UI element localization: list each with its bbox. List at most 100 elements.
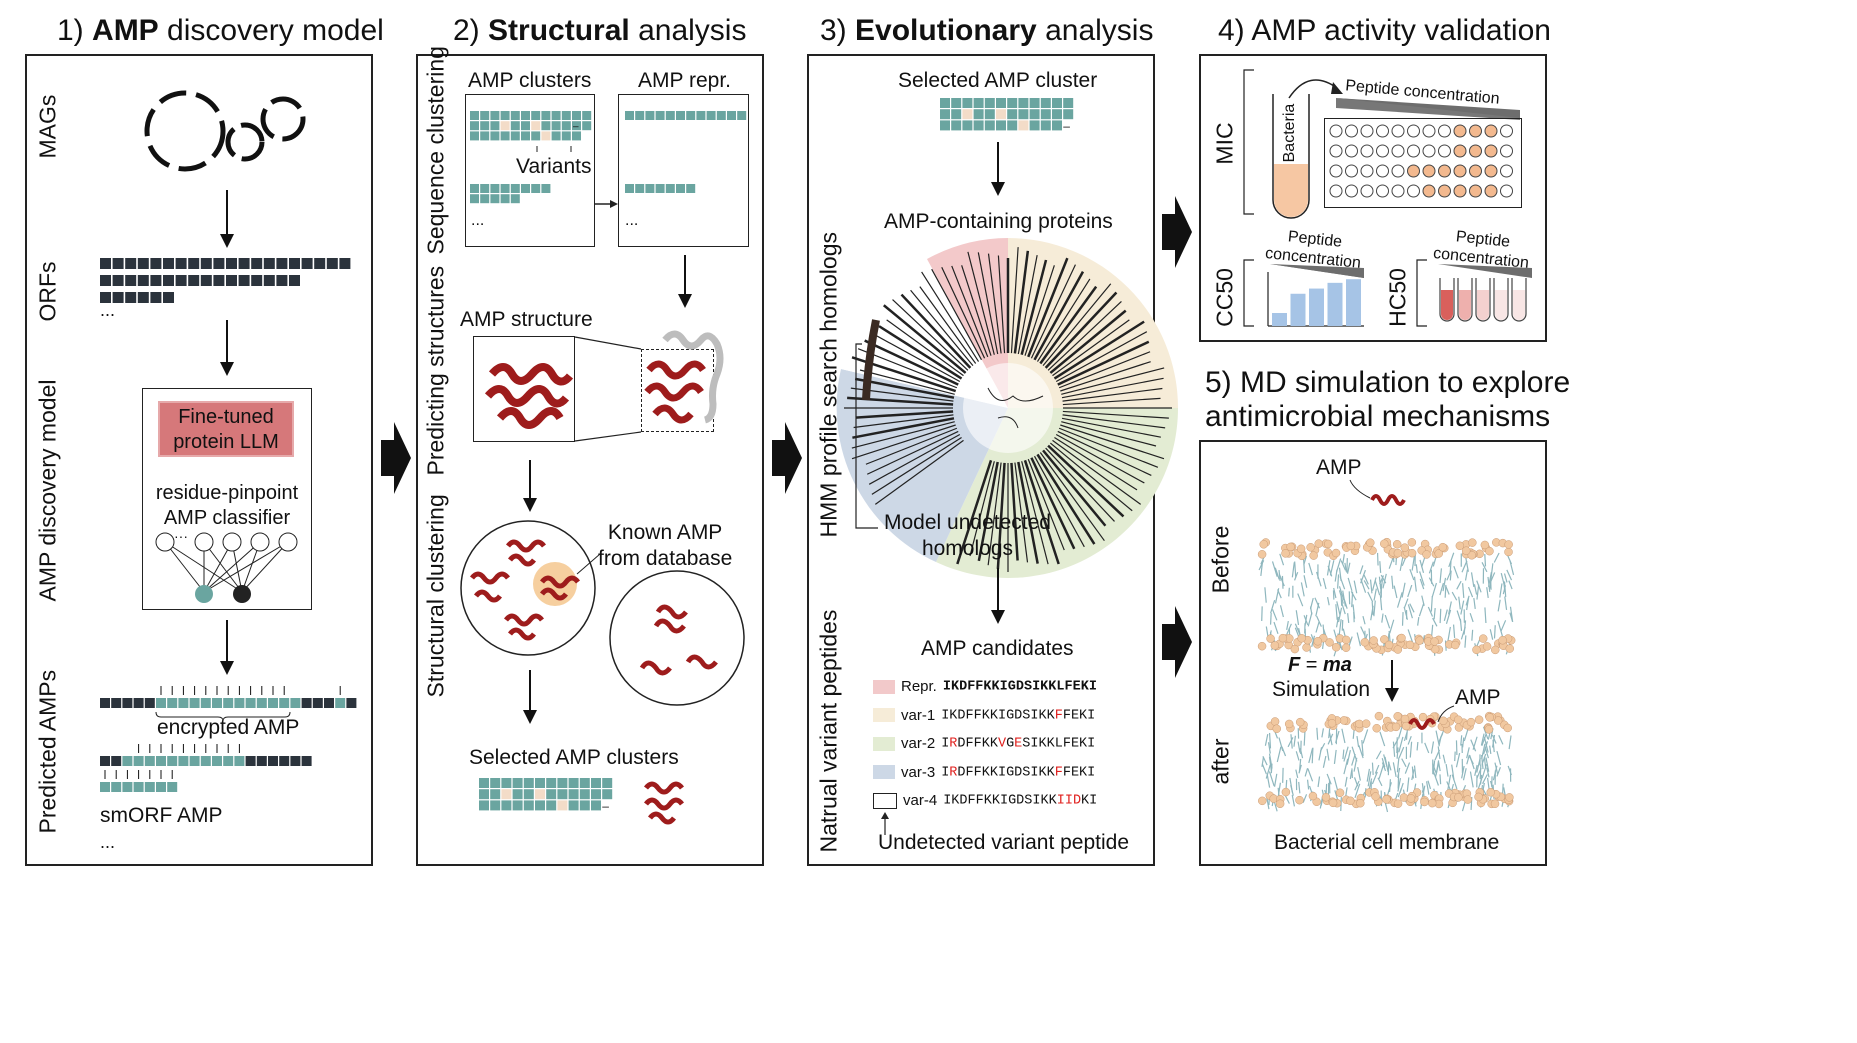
- orf-block: [213, 275, 225, 286]
- lipid-head: [1278, 633, 1288, 643]
- lipid-head: [1455, 541, 1465, 551]
- cluster-block: [665, 184, 675, 193]
- tree-leaf: [931, 268, 983, 361]
- lipid-tail: [1338, 590, 1344, 604]
- lipid-tail: [1354, 783, 1361, 798]
- lipid-tail: [1500, 620, 1507, 632]
- lipid-tail: [1268, 732, 1272, 749]
- plate-well: [1500, 144, 1513, 158]
- cluster-block: [1018, 120, 1029, 131]
- smorf-block: [122, 782, 133, 792]
- cluster-block: [686, 111, 696, 120]
- lipid-tail: [1307, 612, 1313, 627]
- lipid-tail: [1409, 603, 1415, 613]
- lipid-tail: [1380, 579, 1384, 594]
- lipid-tail: [1460, 735, 1463, 746]
- lipid-tail: [1483, 756, 1487, 769]
- cluster-block: [512, 778, 523, 788]
- lipid-head: [1485, 546, 1494, 556]
- lipid-tail: [1298, 781, 1301, 794]
- lipid-tail: [1347, 613, 1350, 624]
- cluster-block: [470, 121, 479, 131]
- tree-leaf: [864, 339, 959, 386]
- variants-label: Variants: [516, 155, 592, 178]
- tree-leaf: [871, 332, 961, 383]
- cc50-bar: [1327, 282, 1343, 326]
- plate-well: [1376, 164, 1389, 178]
- lipid-tail: [1297, 741, 1301, 753]
- lipid-tail: [1397, 726, 1403, 739]
- cluster-block: [591, 800, 601, 811]
- lipid-tail: [1340, 560, 1347, 571]
- lipid-tail: [1411, 766, 1414, 779]
- lipid-tail: [1371, 762, 1374, 775]
- predicted-amp-sequences: [100, 686, 357, 792]
- cluster-block: [984, 98, 995, 108]
- lipid-head: [1297, 634, 1306, 643]
- lipid-tail: [1469, 613, 1474, 623]
- tree-leaf: [855, 410, 954, 419]
- lipid-head: [1400, 543, 1410, 552]
- lipid-head: [1406, 794, 1416, 803]
- tree-leaf: [1036, 453, 1096, 545]
- lipid-head: [1257, 641, 1267, 651]
- label-mic: MIC: [1211, 122, 1238, 165]
- lipid-head: [1467, 551, 1477, 560]
- predicted-block: [189, 698, 200, 708]
- lipid-tail: [1342, 590, 1346, 607]
- lipid-tail: [1398, 736, 1404, 753]
- tree-leaf: [1023, 459, 1060, 565]
- lipid-head: [1486, 787, 1495, 797]
- cluster-block: [546, 789, 557, 800]
- lipid-tail: [1316, 615, 1322, 627]
- classifier-network: [155, 532, 298, 603]
- panel1-title: 1) AMP discovery model: [57, 14, 384, 47]
- predicted-block: [223, 756, 234, 766]
- cluster-block: [523, 789, 534, 800]
- lipid-tail: [1342, 749, 1345, 760]
- tree-leaf: [851, 421, 955, 449]
- lipid-tail: [1388, 779, 1392, 793]
- peptide-label: var-2: [901, 735, 936, 753]
- cluster-block: [568, 778, 579, 788]
- lipid-tail: [1397, 788, 1402, 798]
- cluster-block: [500, 121, 510, 131]
- orf-block: [289, 275, 300, 286]
- lipid-head: [1331, 548, 1341, 558]
- label-cc50: CC50: [1211, 268, 1238, 327]
- lipid-tail: [1369, 579, 1373, 594]
- lipid-tail: [1293, 735, 1297, 747]
- plate-well: [1407, 184, 1420, 198]
- lipid-tail: [1427, 606, 1434, 617]
- tree-leaf: [1058, 427, 1159, 468]
- lipid-tail: [1260, 560, 1264, 577]
- cluster-block: [635, 111, 645, 120]
- known-amp-label: Known AMP from database: [598, 521, 733, 570]
- predicted-block: [324, 698, 334, 708]
- orf-block: [125, 292, 137, 303]
- selected-cluster-grid-evo: –: [940, 98, 1074, 133]
- hc50-fill: [1441, 290, 1453, 320]
- lipid-tail: [1442, 577, 1447, 592]
- orf-block: [112, 292, 124, 303]
- cluster-block: [510, 111, 520, 120]
- cluster-block: [1040, 120, 1051, 131]
- tree-leaf: [977, 461, 999, 562]
- orfs-ellipsis: ...: [100, 300, 116, 320]
- peptide-color-swatch: [873, 736, 895, 751]
- lipid-tail: [1346, 562, 1351, 574]
- tree-leaf: [1017, 461, 1039, 564]
- lipid-tail: [1268, 756, 1272, 771]
- lipid-head: [1366, 538, 1375, 547]
- cluster-block: [531, 184, 541, 193]
- lipid-tail: [1346, 749, 1351, 765]
- lipid-head: [1490, 799, 1500, 809]
- plate-well: [1438, 124, 1451, 138]
- lipid-tail: [1304, 768, 1309, 777]
- lipid-tail: [1300, 582, 1305, 597]
- lipid-tail: [1447, 626, 1451, 642]
- lipid-tail: [1384, 614, 1391, 629]
- plate-well: [1407, 164, 1420, 178]
- lipid-tail: [1407, 584, 1413, 598]
- lipid-tail: [1358, 745, 1364, 759]
